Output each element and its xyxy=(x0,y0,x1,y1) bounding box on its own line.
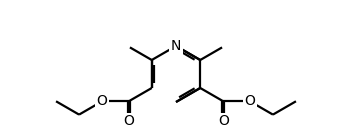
Text: N: N xyxy=(171,39,181,53)
Text: O: O xyxy=(123,114,134,128)
Text: O: O xyxy=(244,94,255,108)
Text: O: O xyxy=(218,114,229,128)
Text: O: O xyxy=(97,94,108,108)
